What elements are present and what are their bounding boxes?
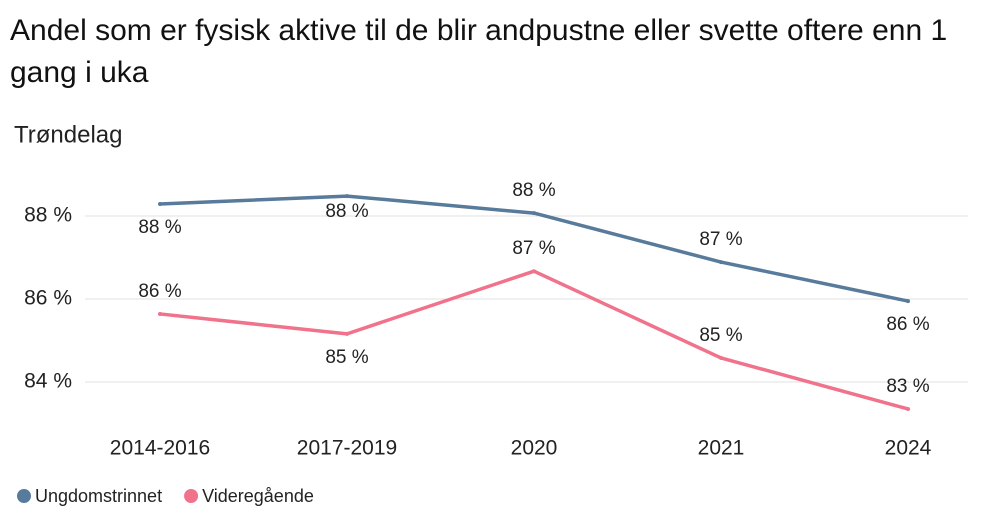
value-label: 86 % <box>138 281 181 302</box>
legend-label: Videregående <box>202 486 314 506</box>
value-label: 85 % <box>699 325 742 346</box>
x-tick-label: 2024 <box>885 437 932 460</box>
value-label: 88 % <box>325 201 368 222</box>
x-tick-label: 2021 <box>698 437 745 460</box>
chart-subtitle: Trøndelag <box>14 121 123 148</box>
x-tick-label: 2020 <box>511 437 558 460</box>
legend-marker <box>17 489 31 503</box>
value-label: 85 % <box>325 347 368 368</box>
series-line <box>159 269 909 411</box>
point <box>345 331 349 336</box>
value-label: 88 % <box>138 217 181 238</box>
y-tick-label: 84 % <box>24 370 72 393</box>
x-tick-label: 2014-2016 <box>110 437 210 460</box>
point <box>532 269 536 274</box>
point <box>158 311 162 316</box>
point <box>906 406 910 411</box>
value-label: 87 % <box>699 229 742 250</box>
point <box>906 299 910 304</box>
point <box>719 355 723 360</box>
point <box>158 201 162 206</box>
title-box: Andel som er fysisk aktive til de blir a… <box>10 14 948 89</box>
value-label: 88 % <box>512 180 555 201</box>
point <box>345 194 349 199</box>
value-label: 83 % <box>886 376 929 397</box>
y-tick-label: 86 % <box>24 287 72 310</box>
value-label: 86 % <box>886 314 929 335</box>
x-tick-label: 2017-2019 <box>297 437 397 460</box>
legend-marker <box>184 489 199 503</box>
value-label: 87 % <box>512 238 555 259</box>
legend-label: Ungdomstrinnet <box>35 486 162 506</box>
point <box>532 211 536 216</box>
point <box>719 260 723 265</box>
chart-title: Andel som er fysisk aktive til de blir a… <box>10 14 948 89</box>
y-tick-label: 88 % <box>24 204 72 227</box>
